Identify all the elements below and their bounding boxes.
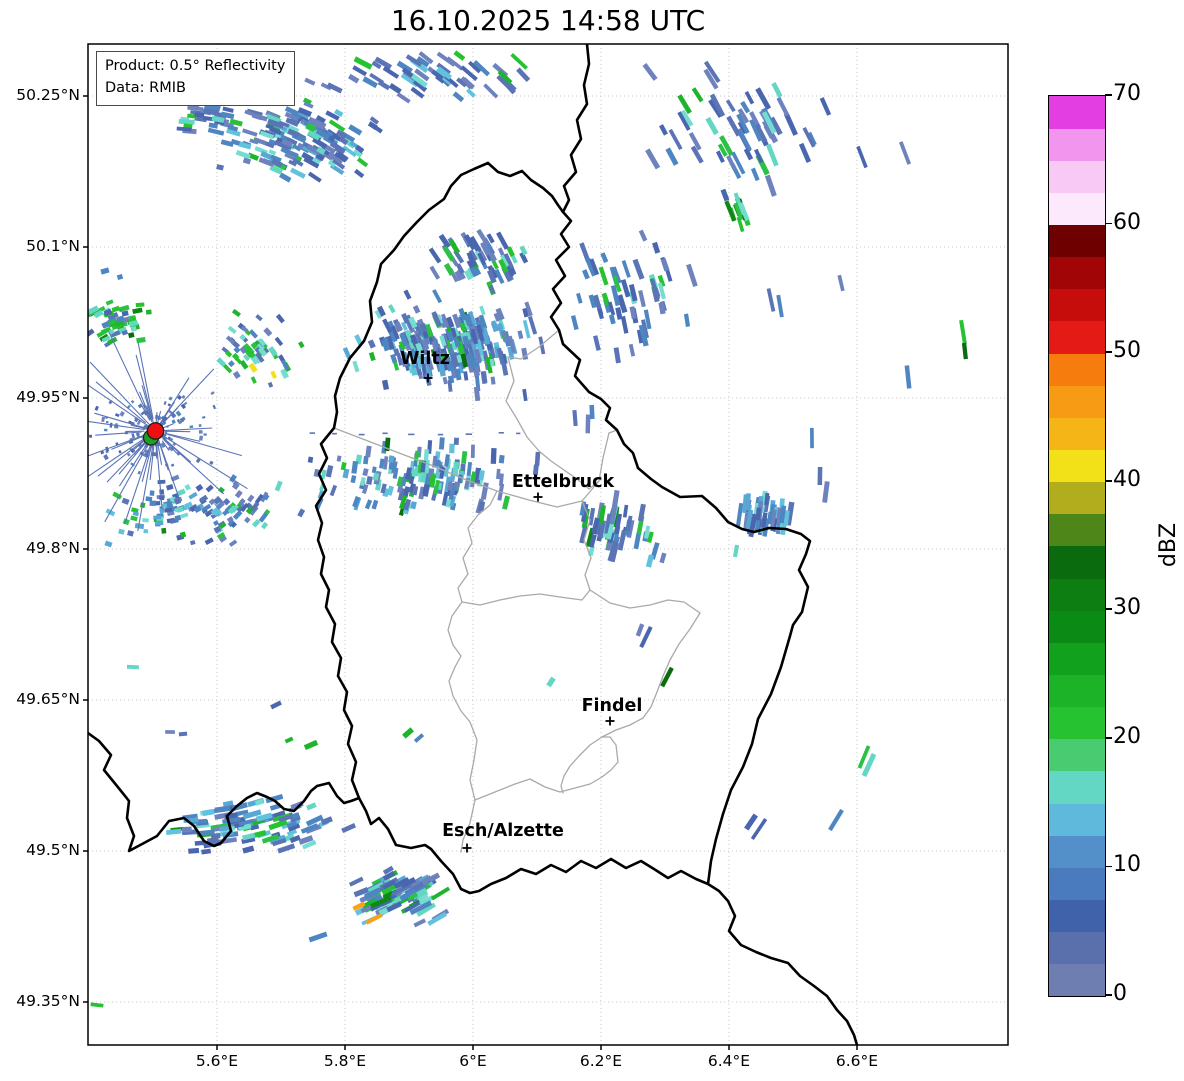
colorbar-band [1049, 513, 1105, 547]
city-label: Ettelbruck [512, 472, 615, 492]
colorbar-axis-label: dBZ [1156, 522, 1181, 568]
colorbar-band [1049, 803, 1105, 836]
district-border [589, 589, 701, 614]
district-border [474, 736, 619, 801]
city-label: Esch/Alzette [442, 821, 564, 841]
colorbar [1048, 95, 1106, 997]
y-tick-label: 49.5°N [26, 841, 80, 859]
radar-echoes [88, 50, 968, 1008]
colorbar-band [1049, 931, 1105, 965]
colorbar-band [1049, 738, 1105, 772]
colorbar-tick [1105, 479, 1112, 482]
colorbar-band [1049, 578, 1105, 611]
colorbar-tick-label: 20 [1113, 723, 1141, 749]
colorbar-band [1049, 385, 1105, 418]
district-border [333, 427, 618, 508]
colorbar-band [1049, 96, 1105, 129]
x-tick-label: 5.6°E [195, 1052, 239, 1070]
data-source-line: Data: RMIB [105, 79, 186, 96]
district-border [560, 612, 701, 794]
city-label: Findel [582, 696, 643, 716]
product-info-box: Product: 0.5° Reflectivity Data: RMIB [96, 51, 296, 106]
colorbar-band [1049, 610, 1105, 643]
y-tick-label: 50.25°N [16, 86, 80, 104]
colorbar-tick [1105, 94, 1112, 96]
country-border [88, 731, 361, 853]
colorbar-tick-label: 40 [1113, 466, 1141, 492]
colorbar-tick-label: 10 [1113, 852, 1141, 878]
product-line: Product: 0.5° Reflectivity [105, 58, 286, 74]
colorbar-band [1049, 642, 1105, 676]
x-tick-label: 6.4°E [707, 1052, 751, 1070]
district-border [505, 329, 600, 490]
radar-site-marker [142, 422, 165, 446]
colorbar-band [1049, 706, 1105, 740]
colorbar-tick [1105, 222, 1112, 225]
country-border [706, 882, 859, 1045]
x-tick-label: 6°E [459, 1052, 487, 1070]
colorbar-band [1049, 481, 1105, 515]
y-tick-label: 49.35°N [16, 992, 80, 1010]
colorbar-band [1049, 128, 1105, 161]
colorbar-band [1049, 867, 1105, 901]
y-tick-label: 49.65°N [16, 690, 80, 708]
gridlines [88, 44, 1008, 1045]
country-border [314, 161, 812, 895]
colorbar-tick [1105, 351, 1112, 353]
city-label: Wiltz [400, 349, 450, 369]
y-tick-label: 49.95°N [16, 388, 80, 406]
colorbar-band [1049, 449, 1105, 483]
colorbar-tick-label: 50 [1113, 338, 1141, 364]
plot-frame [83, 43, 1009, 1050]
y-tick-label: 49.8°N [26, 539, 80, 557]
colorbar-band [1049, 899, 1105, 933]
city-labels: Wiltz Ettelbruck Findel Esch/Alzette [400, 349, 642, 853]
colorbar-band [1049, 674, 1105, 708]
colorbar-band [1049, 546, 1105, 579]
district-border [447, 490, 498, 853]
colorbar-band [1049, 321, 1105, 354]
x-tick-label: 6.2°E [579, 1052, 623, 1070]
city-marker-plus-icon [605, 716, 615, 726]
colorbar-band [1049, 417, 1105, 451]
internal-borders [333, 329, 701, 853]
colorbar-tick-label: 30 [1113, 595, 1141, 621]
x-tick-label: 6.6°E [835, 1052, 879, 1070]
city-marker-plus-icon [533, 492, 543, 502]
colorbar-band [1049, 288, 1105, 322]
district-border [461, 500, 592, 606]
colorbar-tick [1105, 865, 1112, 868]
country-borders [88, 44, 859, 1045]
country-border [561, 44, 591, 214]
colorbar-tick [1105, 737, 1112, 739]
colorbar-band [1049, 224, 1105, 258]
colorbar-tick [1105, 994, 1112, 996]
colorbar-band [1049, 256, 1105, 290]
colorbar-band [1049, 192, 1105, 226]
colorbar-band [1049, 963, 1105, 997]
colorbar-band [1049, 771, 1105, 804]
colorbar-tick-label: 70 [1113, 81, 1141, 106]
y-tick-label: 50.1°N [26, 237, 80, 255]
colorbar-band [1049, 160, 1105, 193]
colorbar-band [1049, 353, 1105, 386]
colorbar-tick-label: 60 [1113, 209, 1141, 235]
colorbar-band [1049, 835, 1105, 868]
colorbar-tick [1105, 608, 1112, 611]
city-marker-plus-icon [423, 373, 433, 383]
colorbar-tick-label: 0 [1113, 981, 1127, 1006]
city-marker-plus-icon [462, 843, 472, 853]
figure-title: 16.10.2025 14:58 UTC [390, 4, 706, 37]
x-tick-label: 5.8°E [323, 1052, 367, 1070]
